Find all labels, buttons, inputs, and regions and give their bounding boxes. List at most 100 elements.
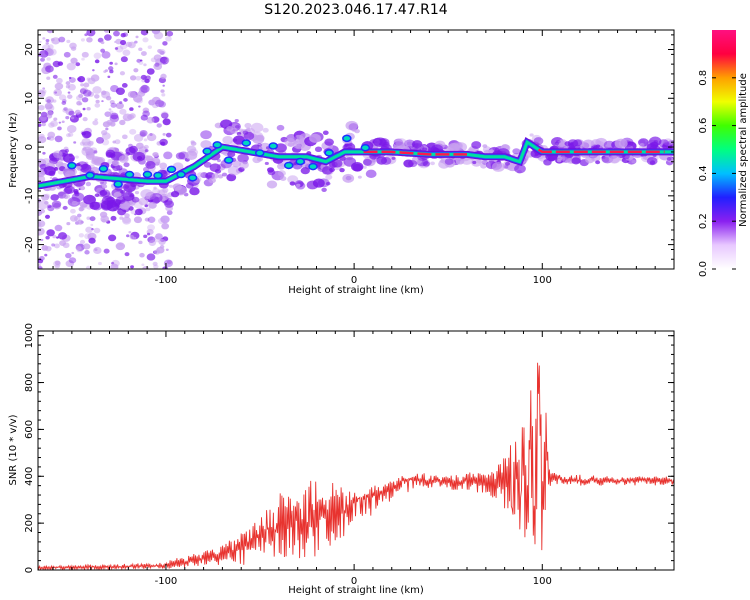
spectrogram-noise-blob (162, 266, 169, 269)
spectrogram-noise-blob (73, 216, 81, 222)
spectrogram-noise-blob (54, 260, 61, 266)
y-tick-label: 600 (24, 420, 35, 439)
spectrogram-noise-blob (53, 88, 63, 97)
spectrogram-noise-blob (120, 40, 127, 46)
spectrogram-halo-blob (480, 163, 487, 169)
y-tick-label: 400 (24, 467, 35, 486)
spectrogram-noise-blob (144, 204, 149, 208)
y-tick-label: 1000 (24, 323, 35, 348)
spectrogram-noise-blob (81, 51, 89, 58)
spectrogram-bright-blob (223, 156, 234, 164)
spectrogram-noise-blob (129, 107, 134, 111)
spectrogram-noise-blob (159, 162, 168, 170)
spectrogram-bright-blob (241, 139, 252, 147)
spectrogram-noise-blob (162, 84, 165, 87)
spectrogram-noise-blob (119, 119, 126, 126)
spectrogram-halo-blob (572, 139, 583, 147)
spectrogram-halo-blob (105, 149, 116, 158)
spectrogram-noise-blob (100, 41, 105, 45)
spectrogram-noise-blob (154, 62, 160, 67)
spectrogram-noise-blob (79, 239, 86, 245)
spectrogram-halo-blob (329, 167, 335, 172)
spectrogram-noise-blob (110, 263, 119, 269)
spectrogram-noise-blob (87, 91, 95, 97)
spectrogram-noise-blob (76, 213, 82, 218)
spectrogram-halo-blob (123, 182, 136, 193)
spectrogram-noise-blob (70, 208, 76, 214)
spectrogram-noise-blob (82, 116, 88, 122)
spectrogram-noise-blob (104, 111, 112, 117)
spectrogram-halo-blob (164, 200, 174, 208)
spectrogram-noise-blob (85, 226, 93, 233)
spectrogram-halo-blob (185, 150, 198, 161)
spectrogram-halo-blob (145, 207, 151, 212)
spectrogram-halo-blob (488, 149, 495, 154)
spectrogram-noise-blob (75, 245, 82, 251)
spectrogram-halo-blob (226, 173, 237, 182)
spectrogram-halo-blob (229, 127, 238, 134)
spectrogram-noise-blob (124, 252, 130, 257)
spectrogram-halo-blob (112, 164, 121, 172)
spectrogram-noise-blob (39, 208, 46, 214)
spectrogram-halo-blob (471, 141, 482, 149)
spectrogram-halo-blob (603, 140, 615, 150)
spectrogram-noise-blob (42, 37, 46, 40)
spectrogram-noise-blob (114, 62, 118, 66)
spectrogram-halo-blob (595, 144, 601, 148)
spectrogram-noise-blob (86, 30, 96, 37)
spectrogram-noise-blob (135, 75, 142, 81)
spectrogram-bright-blob (85, 171, 95, 180)
spectrogram-halo-blob (101, 184, 108, 189)
spectrogram-noise-blob (160, 141, 166, 146)
spectrogram-noise-blob (114, 139, 121, 145)
spectrogram-noise-blob (84, 33, 88, 37)
spectrogram-halo-blob (58, 166, 66, 172)
spectrogram-noise-blob (41, 122, 46, 127)
y-tick-label: 800 (24, 373, 35, 392)
spectrogram-halo-blob (608, 154, 621, 164)
spectrogram-noise-blob (85, 265, 91, 269)
spectrogram-noise-blob (155, 233, 163, 240)
spectrogram-noise-blob (45, 65, 54, 73)
spectrogram-noise-blob (109, 110, 114, 114)
spectrogram-noise-blob (109, 69, 114, 74)
spectrogram-halo-blob (74, 192, 80, 197)
spectrogram-halo-blob (395, 138, 407, 148)
spectrogram-halo-blob (63, 153, 75, 163)
spectrogram-bright-blob (360, 144, 371, 152)
spectrogram-noise-blob (56, 236, 59, 239)
spectrogram-noise-blob (153, 62, 163, 71)
spectrogram-noise-blob (47, 131, 56, 139)
y-tick-label: -20 (24, 236, 35, 252)
spectrogram-bright-blob (187, 174, 198, 182)
spectrogram-ridge-core (537, 148, 665, 154)
spectrogram-bright-blob (342, 134, 352, 143)
spectrogram-noise-blob (157, 217, 166, 225)
spectrogram-noise-blob (44, 102, 53, 110)
spectrogram-halo-blob (51, 200, 62, 208)
spectrogram-halo-blob (120, 189, 126, 194)
spectrogram-noise-blob (138, 240, 143, 245)
spectrogram-halo-blob (454, 142, 468, 152)
spectrogram-noise-blob (38, 258, 44, 264)
spectrogram-noise-blob (162, 132, 166, 136)
spectrogram-halo-blob (373, 137, 387, 148)
spectrogram-noise-blob (46, 57, 51, 61)
spectrogram-halo-blob (111, 160, 120, 167)
spectrogram-noise-blob (64, 149, 69, 153)
spectrogram-noise-blob (65, 252, 72, 259)
spectrogram-halo-blob (62, 193, 71, 200)
spectrogram-noise-blob (103, 248, 110, 254)
spectrogram-noise-blob (53, 243, 60, 249)
spectrogram-noise-blob (97, 261, 102, 266)
colorbar-tick-label: 0.0 (698, 261, 709, 277)
spectrogram-halo-blob (653, 139, 658, 144)
spectrogram-bright-blob (113, 180, 123, 188)
spectrogram-halo-blob (106, 200, 117, 208)
spectrogram-halo-blob (391, 156, 396, 160)
spectrogram-noise-blob (68, 76, 72, 80)
spectrogram-noise-blob (38, 136, 47, 144)
spectrogram-halo-blob (571, 157, 581, 165)
spectrogram-noise-blob (112, 140, 117, 144)
spectrogram-noise-blob (82, 141, 92, 149)
